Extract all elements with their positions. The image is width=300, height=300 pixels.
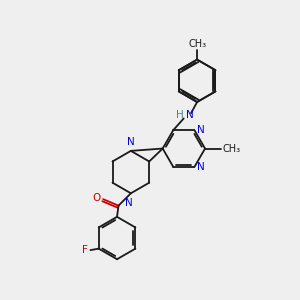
Text: N: N	[197, 163, 205, 172]
Text: O: O	[93, 193, 101, 203]
Text: CH₃: CH₃	[223, 143, 241, 154]
Text: N: N	[124, 198, 132, 208]
Text: F: F	[82, 245, 88, 255]
Text: N: N	[127, 137, 135, 147]
Text: CH₃: CH₃	[188, 39, 206, 49]
Text: H: H	[176, 110, 184, 121]
Text: N: N	[197, 124, 205, 135]
Text: N: N	[186, 110, 194, 121]
